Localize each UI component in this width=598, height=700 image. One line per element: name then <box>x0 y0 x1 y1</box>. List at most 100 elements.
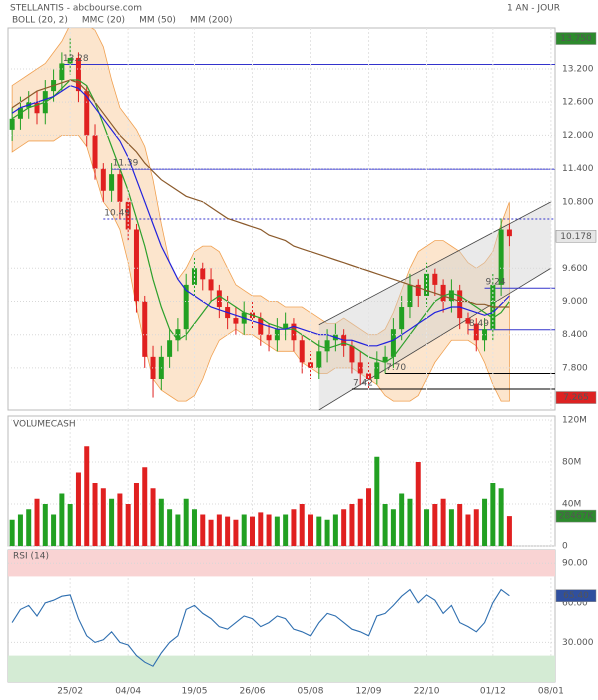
volume-bar <box>100 488 106 546</box>
value-badge <box>555 391 597 404</box>
volume-bar <box>183 498 189 546</box>
volume-bar <box>142 467 148 546</box>
candle-body <box>133 229 139 302</box>
candle-body <box>349 345 355 363</box>
y-tick-label: 80M <box>562 458 581 468</box>
candle-body <box>357 362 363 374</box>
volume-bar <box>424 509 430 546</box>
volume-bar <box>490 483 496 546</box>
candle-body <box>100 168 106 191</box>
volume-bar <box>34 498 40 546</box>
moving-average <box>11 84 510 347</box>
panel-title: RSI (14) <box>13 552 49 562</box>
volume-bar <box>133 483 139 546</box>
legend-entry: MMC (20) <box>82 16 125 26</box>
x-tick-label: 22/10 <box>414 687 440 697</box>
rsi-line <box>11 588 510 667</box>
channel-line <box>318 267 552 410</box>
candle-body <box>175 329 181 341</box>
volume-bar <box>308 514 314 546</box>
y-tick-label: 10.800 <box>562 197 594 207</box>
volume-bar <box>150 488 156 546</box>
value-badge <box>555 509 597 523</box>
volume-bar <box>299 504 305 546</box>
x-tick-label: 04/04 <box>115 687 141 697</box>
volume-panel <box>7 415 556 547</box>
value-badge-label: 65.40 <box>563 591 589 601</box>
candle-body <box>274 329 280 341</box>
level-label: 7.70 <box>386 363 406 373</box>
volume-bar <box>498 488 504 546</box>
y-tick-label: 12.600 <box>562 98 594 108</box>
level-label: 9.24 <box>486 278 506 288</box>
volume-bar <box>59 493 65 546</box>
y-tick-label: 60.00 <box>562 598 588 608</box>
candle-body <box>390 329 396 357</box>
x-tick-label: 08/01 <box>538 687 564 697</box>
value-badge-label: 28467K <box>559 512 595 522</box>
y-tick-label: 13.200 <box>562 64 594 74</box>
volume-bar <box>432 504 438 546</box>
y-tick-label: 0 <box>562 542 568 552</box>
x-tick-label: 12/09 <box>356 687 382 697</box>
candle-body <box>266 334 272 341</box>
candle-body <box>34 102 40 114</box>
volume-bar <box>473 509 479 546</box>
y-tick-label: 9.000 <box>562 297 588 307</box>
volume-bar <box>216 514 222 546</box>
candle-body <box>150 356 156 379</box>
volume-bar <box>291 509 297 546</box>
candle-body <box>506 229 512 237</box>
x-tick-label: 19/05 <box>182 687 208 697</box>
candle-body <box>457 290 463 319</box>
candle-body <box>208 279 214 291</box>
volume-bar <box>341 509 347 546</box>
candle-body <box>233 318 239 324</box>
candle-body <box>283 323 289 330</box>
volume-bar <box>158 498 164 546</box>
y-tick-label: 30.000 <box>562 638 594 648</box>
x-tick-label: 26/06 <box>240 687 266 697</box>
candle-body <box>167 340 173 357</box>
volume-bar <box>316 516 322 546</box>
volume-bar <box>382 504 388 546</box>
volume-bar <box>225 516 231 546</box>
y-tick-label: 40M <box>562 500 581 510</box>
candle-body <box>432 273 438 285</box>
candle-body <box>200 268 206 280</box>
volume-bar <box>167 509 173 546</box>
y-tick-label: 12.000 <box>562 131 594 141</box>
candle-body <box>374 362 380 379</box>
candle-body <box>482 329 488 341</box>
candle-body <box>382 356 388 363</box>
volume-bar <box>208 519 214 546</box>
volume-bar <box>465 514 471 546</box>
candle-body <box>316 351 322 368</box>
volume-bar <box>191 509 197 546</box>
candle-body <box>216 290 222 308</box>
candle-body <box>415 284 421 296</box>
candle-body <box>183 284 189 330</box>
candle-body <box>9 118 15 130</box>
y-tick-label: 120M <box>562 416 587 426</box>
level-label: 11.39 <box>113 159 139 169</box>
chart-title: STELLANTIS - abcbourse.com <box>10 4 142 14</box>
x-tick-label: 01/12 <box>480 687 506 697</box>
volume-bar <box>233 519 239 546</box>
volume-bar <box>75 472 81 546</box>
y-tick-label: 7.800 <box>562 363 588 373</box>
value-badge-label: 7.265 <box>563 393 589 403</box>
candle-body <box>473 323 479 341</box>
volume-bar <box>175 514 181 546</box>
candle-body <box>84 91 90 136</box>
candle-body <box>59 63 65 81</box>
volume-bar <box>349 504 355 546</box>
volume-bar <box>249 516 255 546</box>
y-tick-label: 9.600 <box>562 264 588 274</box>
candle-body <box>399 307 405 330</box>
level-label: 8.49 <box>469 319 489 329</box>
volume-bar <box>283 514 289 546</box>
volume-bar <box>92 483 98 546</box>
channel-line <box>318 201 552 326</box>
volume-bar <box>9 519 15 546</box>
